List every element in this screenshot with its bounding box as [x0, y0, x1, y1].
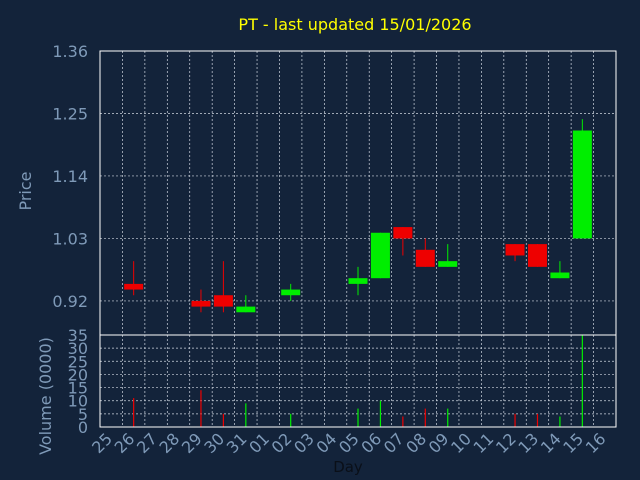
- volume-tick-label: 5: [78, 405, 88, 424]
- price-tick-label: 1.14: [52, 167, 88, 186]
- candle-body: [438, 261, 458, 267]
- price-tick-label: 1.03: [52, 229, 88, 248]
- candle-body: [393, 227, 413, 239]
- volume-plot-border: [99, 334, 617, 428]
- candle-body: [505, 244, 525, 256]
- candle-body: [124, 283, 144, 290]
- volume-tick-label: 30: [68, 339, 88, 358]
- candle-body: [348, 278, 368, 284]
- volume-bar: [536, 413, 539, 427]
- price-tick-label: 1.36: [52, 42, 88, 61]
- candle-body: [527, 244, 547, 267]
- x-axis-label: Day: [333, 458, 363, 476]
- volume-tick-label: 10: [68, 392, 88, 411]
- volume-tick-label: 25: [68, 352, 88, 371]
- volume-axis-label: Volume (0000): [36, 337, 55, 455]
- candle-body: [370, 232, 390, 279]
- candle-body: [213, 295, 233, 307]
- volume-bar: [357, 408, 359, 427]
- price-axis-label: Price: [16, 171, 35, 210]
- volume-bar: [133, 398, 135, 427]
- volume-bar: [402, 416, 404, 427]
- volume-tick-label: 0: [78, 418, 88, 437]
- volume-bar: [581, 335, 583, 427]
- volume-bar: [447, 408, 449, 427]
- volume-tick-label: 15: [68, 379, 88, 398]
- chart-title: PT - last updated 15/01/2026: [238, 15, 471, 34]
- price-tick-label: 1.25: [52, 104, 88, 123]
- volume-bar: [245, 403, 247, 427]
- volume-tick-label: 35: [68, 326, 88, 345]
- candle-body: [550, 272, 570, 279]
- candle-body: [572, 130, 592, 239]
- candle-body: [191, 300, 211, 307]
- volume-bar: [559, 416, 561, 427]
- volume-bar: [222, 413, 224, 427]
- volume-bar: [514, 413, 516, 427]
- volume-bar: [200, 390, 202, 427]
- candle-body: [236, 306, 256, 313]
- volume-tick-label: 20: [68, 365, 88, 384]
- volume-bar: [379, 400, 382, 427]
- price-panel: 0.92 1.03 1.14 1.25 1.36 Price: [16, 42, 617, 336]
- candle-body: [415, 249, 435, 267]
- candle-body: [281, 289, 301, 296]
- volume-bar: [424, 408, 426, 427]
- price-tick-label: 0.92: [52, 292, 88, 311]
- volume-bar: [290, 413, 292, 427]
